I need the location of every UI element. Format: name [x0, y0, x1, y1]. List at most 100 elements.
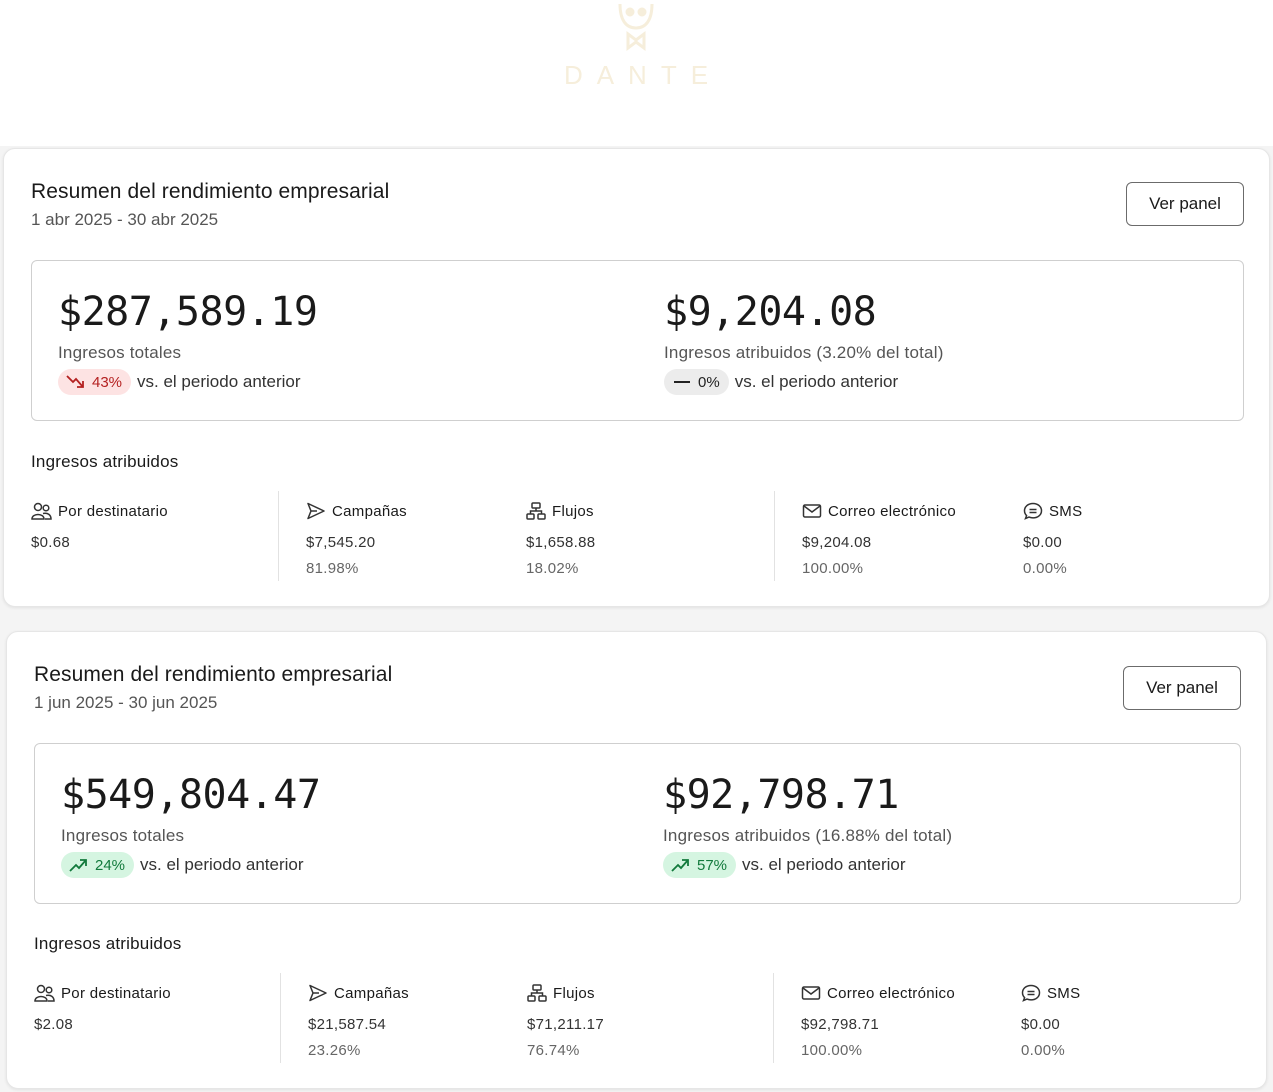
comparison-text: vs. el periodo anterior — [140, 855, 304, 874]
stat-flows: Flujos $71,211.17 76.74% — [527, 984, 604, 1059]
stat-value: $71,211.17 — [527, 1016, 604, 1033]
stat-label: Correo electrónico — [827, 984, 955, 1002]
send-icon — [309, 984, 327, 1002]
stat-label: Por destinatario — [58, 502, 168, 520]
change-percent: 24% — [95, 856, 126, 874]
chat-icon — [1021, 984, 1041, 1002]
stat-value: $92,798.71 — [801, 1016, 880, 1033]
stat-per-recipient: Por destinatario $2.08 — [34, 984, 171, 1034]
attributed-revenue-value: $9,204.08 — [664, 289, 877, 335]
change-badge-up: 57% — [663, 852, 737, 878]
stat-percent: 23.26% — [308, 1042, 361, 1059]
section-title: Ingresos atribuidos — [34, 934, 182, 953]
view-dashboard-button[interactable]: Ver panel — [1123, 666, 1241, 710]
total-revenue-comparison: 43% vs. el periodo anterior — [58, 369, 317, 395]
stat-percent: 100.00% — [801, 1042, 863, 1059]
attributed-revenue-label: Ingresos atribuidos (16.88% del total) — [663, 826, 953, 845]
stat-label: SMS — [1047, 984, 1081, 1002]
comparison-text: vs. el periodo anterior — [137, 372, 301, 391]
revenue-summary-box: $287,589.19 Ingresos totales 43% vs. el … — [31, 260, 1244, 421]
performance-summary-card-june: Resumen del rendimiento empresarial 1 ju… — [6, 631, 1267, 1089]
users-icon — [34, 984, 55, 1002]
stat-flows: Flujos $1,658.88 18.02% — [526, 502, 595, 577]
divider — [278, 491, 279, 581]
comparison-text: vs. el periodo anterior — [742, 855, 906, 874]
stat-value: $2.08 — [34, 1016, 74, 1033]
total-revenue-metric: $287,589.19 Ingresos totales 43% vs. el … — [58, 289, 318, 395]
stat-percent: 81.98% — [306, 560, 359, 577]
stat-campaigns: Campañas $21,587.54 23.26% — [308, 984, 409, 1060]
total-revenue-comparison: 24% vs. el periodo anterior — [61, 852, 320, 878]
stat-label: Campañas — [332, 502, 407, 520]
mail-icon — [802, 504, 822, 518]
change-percent: 43% — [92, 373, 123, 391]
stat-label: Por destinatario — [61, 984, 171, 1002]
stat-label: Campañas — [334, 984, 409, 1002]
stat-per-recipient: Por destinatario $0.68 — [31, 502, 168, 552]
top-header: DANTE — [0, 0, 1273, 146]
total-revenue-value: $287,589.19 — [58, 289, 318, 335]
stat-label: Flujos — [552, 502, 594, 520]
divider — [774, 491, 775, 581]
section-title: Ingresos atribuidos — [31, 452, 179, 471]
stat-percent: 100.00% — [802, 560, 864, 577]
flow-icon — [527, 984, 547, 1002]
stat-value: $0.00 — [1023, 534, 1063, 551]
date-range: 1 jun 2025 - 30 jun 2025 — [34, 693, 218, 712]
dog-logo-icon — [618, 3, 654, 51]
card-title: Resumen del rendimiento empresarial — [34, 663, 393, 686]
flow-icon — [526, 502, 546, 520]
stat-campaigns: Campañas $7,545.20 81.98% — [306, 502, 407, 578]
view-dashboard-button[interactable]: Ver panel — [1126, 182, 1244, 226]
users-icon — [31, 502, 52, 520]
change-badge-down: 43% — [58, 369, 132, 395]
change-percent: 0% — [698, 373, 720, 391]
stat-value: $0.00 — [1021, 1016, 1061, 1033]
stat-value: $0.68 — [31, 534, 71, 551]
send-icon — [307, 502, 325, 520]
card-title: Resumen del rendimiento empresarial — [31, 180, 390, 203]
stat-label: Correo electrónico — [828, 502, 956, 520]
stat-email: Correo electrónico $92,798.71 100.00% — [801, 984, 955, 1060]
brand-logo: DANTE — [536, 0, 736, 100]
brand-name: DANTE — [563, 60, 723, 90]
attributed-revenue-metric: $9,204.08 Ingresos atribuidos (3.20% del… — [664, 289, 944, 395]
chat-icon — [1023, 502, 1043, 520]
stat-sms: SMS $0.00 0.00% — [1023, 502, 1083, 578]
change-percent: 57% — [697, 856, 728, 874]
performance-summary-card-april: Resumen del rendimiento empresarial 1 ab… — [3, 148, 1270, 607]
trend-flat-icon — [674, 381, 690, 383]
mail-icon — [801, 986, 821, 1000]
stat-label: Flujos — [553, 984, 595, 1002]
revenue-summary-box: $549,804.47 Ingresos totales 24% vs. el … — [34, 743, 1241, 904]
trend-down-icon — [66, 375, 84, 388]
trend-up-icon — [69, 859, 87, 872]
divider — [280, 973, 281, 1063]
stat-percent: 0.00% — [1023, 560, 1068, 577]
attributed-revenue-value: $92,798.71 — [663, 772, 899, 818]
stat-percent: 18.02% — [526, 560, 579, 577]
stat-value: $9,204.08 — [802, 534, 872, 551]
attributed-revenue-label: Ingresos atribuidos (3.20% del total) — [664, 343, 944, 362]
stat-value: $21,587.54 — [308, 1016, 387, 1033]
total-revenue-value: $549,804.47 — [61, 772, 321, 818]
stat-label: SMS — [1049, 502, 1083, 520]
trend-up-icon — [671, 859, 689, 872]
stat-percent: 76.74% — [527, 1042, 580, 1059]
total-revenue-label: Ingresos totales — [61, 826, 185, 845]
stat-email: Correo electrónico $9,204.08 100.00% — [802, 502, 956, 578]
stat-value: $1,658.88 — [526, 534, 596, 551]
divider — [773, 973, 774, 1063]
stat-percent: 0.00% — [1021, 1042, 1066, 1059]
date-range: 1 abr 2025 - 30 abr 2025 — [31, 210, 219, 229]
attributed-revenue-comparison: 0% vs. el periodo anterior — [664, 369, 944, 395]
total-revenue-metric: $549,804.47 Ingresos totales 24% vs. el … — [61, 772, 321, 878]
stat-value: $7,545.20 — [306, 534, 376, 551]
change-badge-up: 24% — [61, 852, 135, 878]
comparison-text: vs. el periodo anterior — [734, 372, 899, 391]
total-revenue-label: Ingresos totales — [58, 343, 182, 362]
stat-sms: SMS $0.00 0.00% — [1021, 984, 1081, 1060]
attributed-revenue-comparison: 57% vs. el periodo anterior — [663, 852, 952, 878]
change-badge-flat: 0% — [664, 369, 729, 395]
attributed-revenue-metric: $92,798.71 Ingresos atribuidos (16.88% d… — [663, 772, 952, 878]
